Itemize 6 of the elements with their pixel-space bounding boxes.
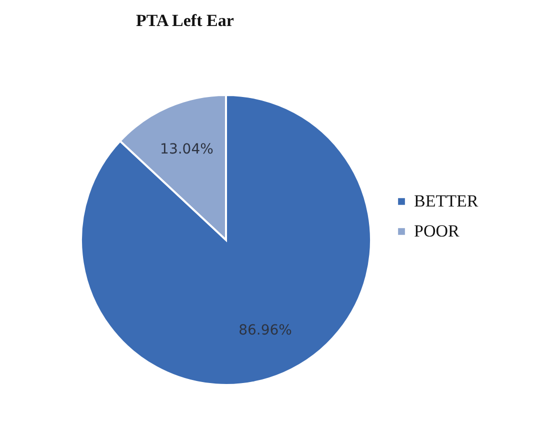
chart-title: PTA Left Ear — [136, 11, 234, 30]
legend-label: BETTER — [414, 192, 479, 210]
data-label: 13.04% — [160, 142, 214, 158]
legend-label: POOR — [414, 222, 460, 240]
data-label: 86.96% — [238, 322, 292, 338]
pie-slice — [80, 94, 372, 386]
